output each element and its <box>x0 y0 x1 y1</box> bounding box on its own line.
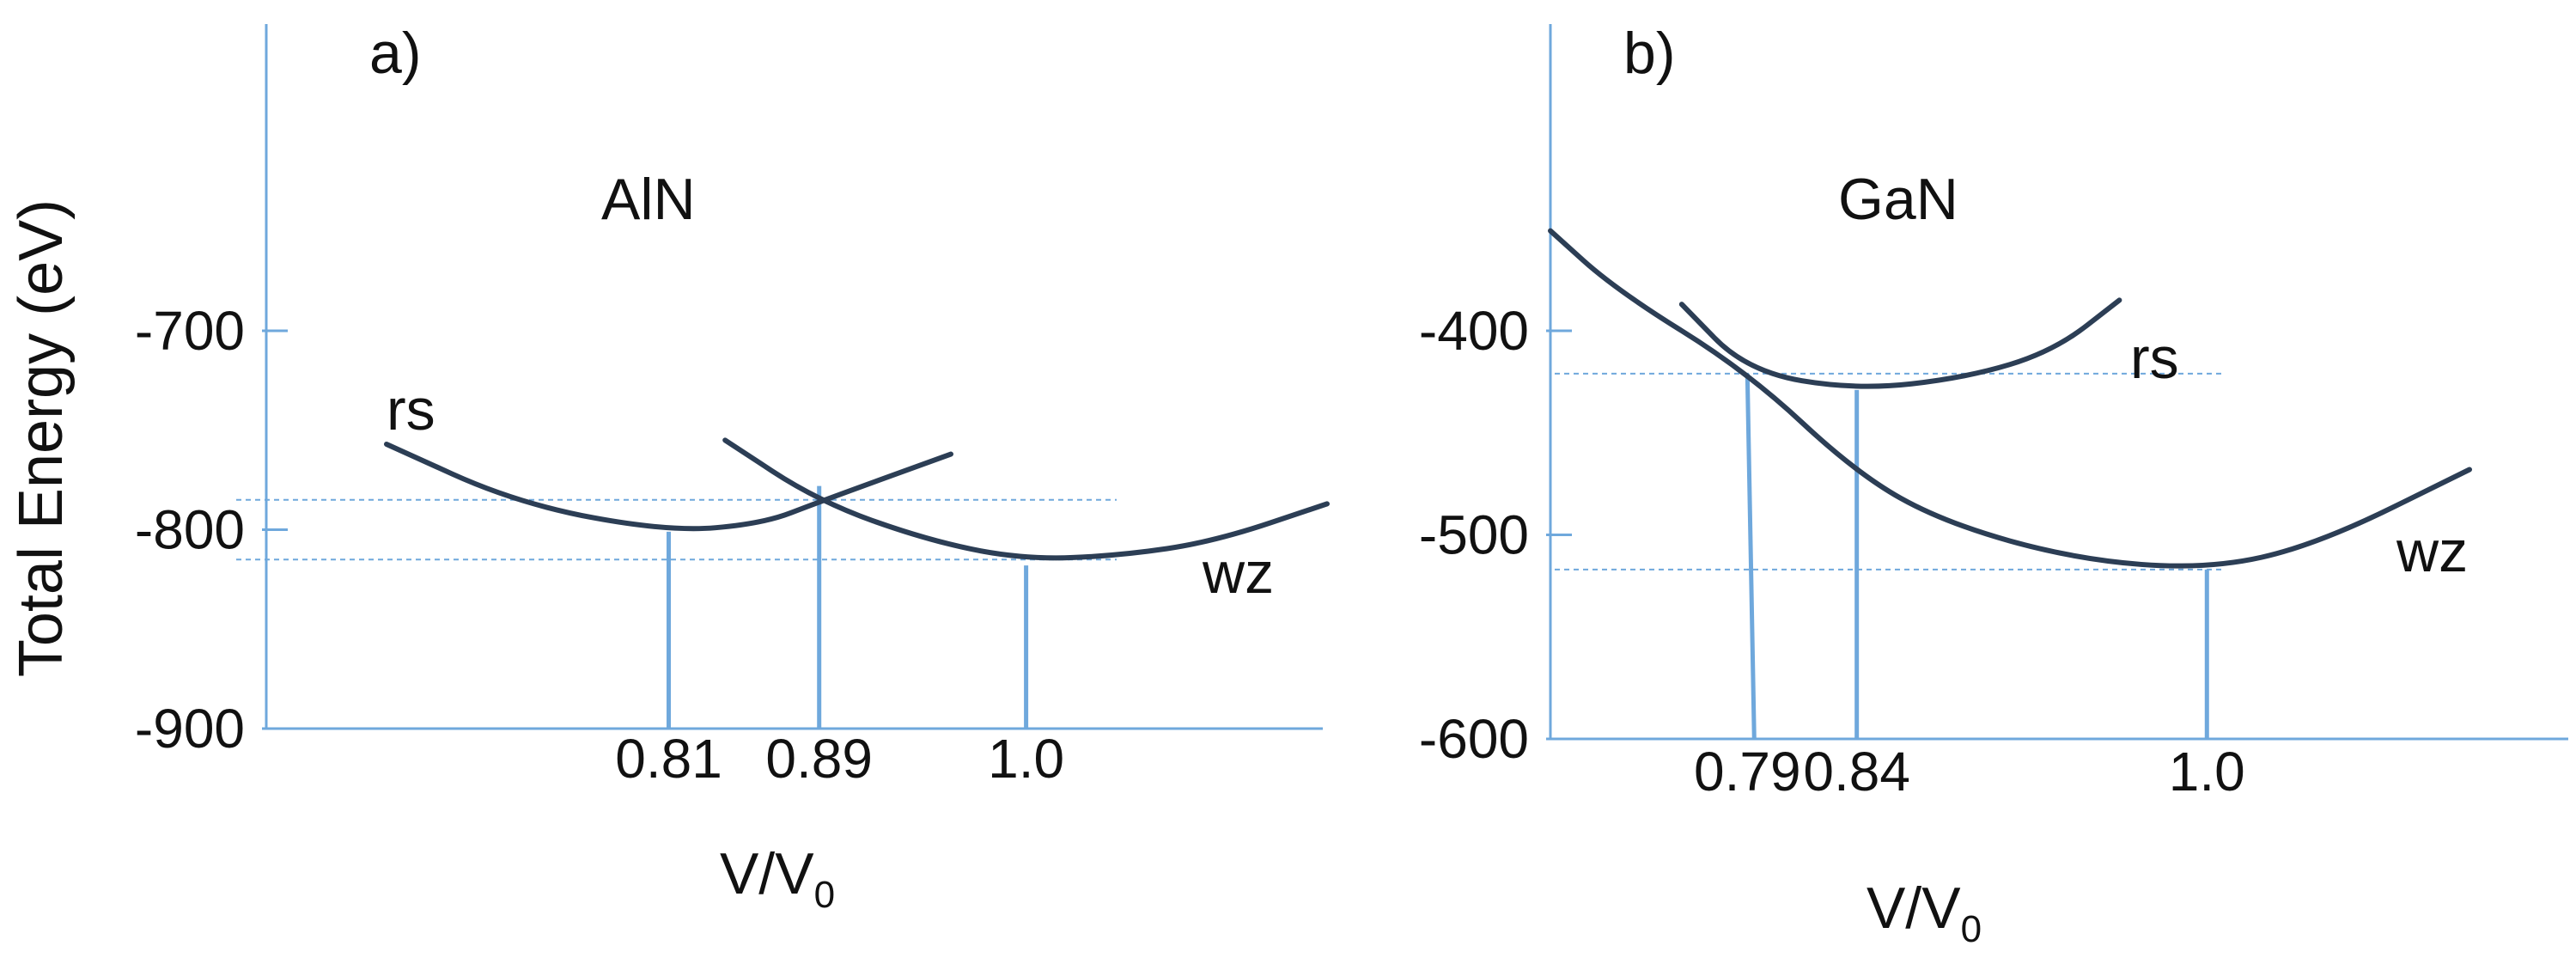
x-axis-label: V/V0 <box>1867 876 1982 950</box>
panel-label: b) <box>1623 21 1675 86</box>
x-tick-label: 1.0 <box>988 728 1064 790</box>
drop-line <box>1745 373 1757 740</box>
series-label-wz: wz <box>2396 519 2468 584</box>
x-tick-label: 1.0 <box>2169 741 2245 802</box>
y-tick-label: -600 <box>1419 708 1529 770</box>
series-label-wz: wz <box>1202 540 1274 606</box>
panel-label: a) <box>369 21 421 86</box>
material-label: GaN <box>1838 167 1958 232</box>
x-tick-label: 0.89 <box>765 728 873 790</box>
panel-a: -700 -800 -900 rs wz 0.81 0.89 1.0 a) AlN V/V0 <box>135 21 1330 916</box>
series-rs-curve <box>1678 297 2122 389</box>
series-label-rs: rs <box>2130 326 2179 391</box>
y-tick-label: -700 <box>135 300 245 362</box>
y-tick-label: -500 <box>1419 504 1529 566</box>
x-tick-label: 0.81 <box>615 728 722 790</box>
panel-b: -400 -500 -600 rs wz 0.79 0.84 1.0 b) GaN V/V0 <box>1419 21 2568 950</box>
x-tick-label: 0.79 <box>1694 741 1801 802</box>
y-tick-label: -800 <box>135 499 245 561</box>
y-axis-label: Total Energy (eV) <box>7 199 76 677</box>
x-axis-label: V/V0 <box>720 841 835 916</box>
x-tick-label: 0.84 <box>1803 741 1910 802</box>
material-label: AlN <box>601 167 696 232</box>
series-wz-curve <box>1548 228 2472 569</box>
y-tick-label: -900 <box>135 698 245 760</box>
series-label-rs: rs <box>387 377 435 442</box>
series-rs-curve <box>384 441 953 532</box>
y-tick-label: -400 <box>1419 300 1529 362</box>
series-wz-curve <box>722 437 1330 561</box>
